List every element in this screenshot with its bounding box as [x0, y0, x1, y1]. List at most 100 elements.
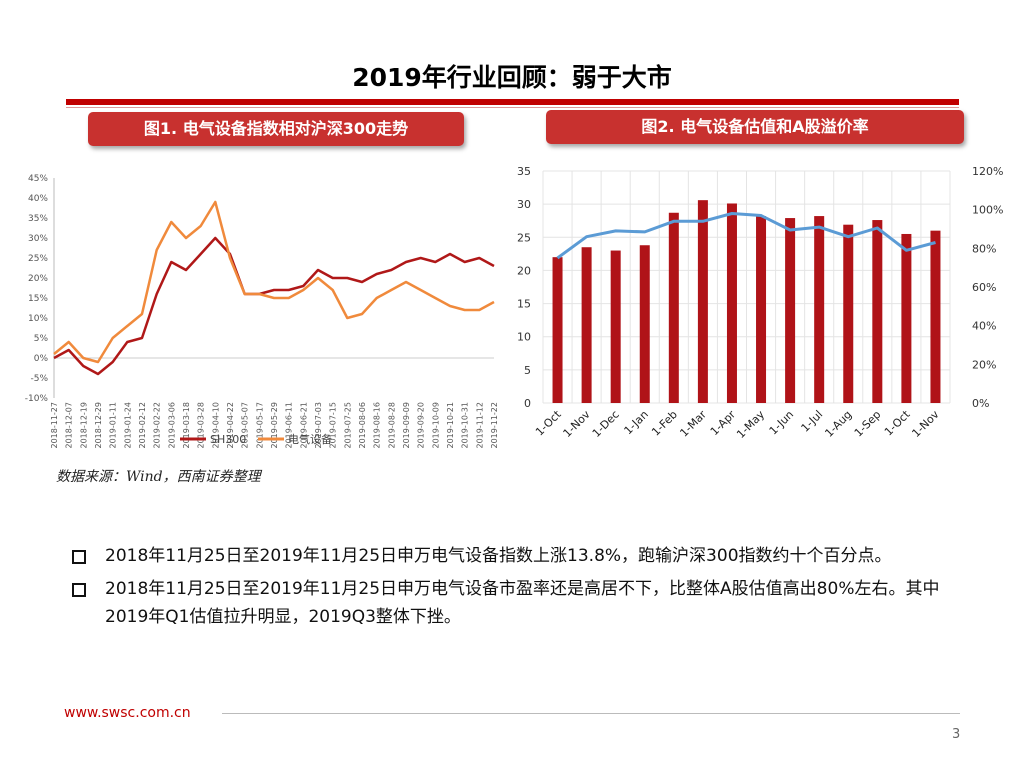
- y-right-tick-label: 40%: [972, 320, 996, 333]
- x-tick-label: 2019-07-15: [329, 402, 338, 449]
- bullet-item: 2018年11月25日至2019年11月25日申万电气设备市盈率还是高居不下，比…: [72, 575, 972, 631]
- x-tick-label: 2019-05-07: [241, 402, 250, 449]
- y-right-tick-label: 80%: [972, 242, 996, 255]
- x-tick-label: 2019-08-28: [387, 402, 396, 449]
- pe-bar: [726, 203, 737, 403]
- x-tick-label: 2018-11-27: [50, 402, 59, 449]
- fig2-header: 图2. 电气设备估值和A股溢价率: [546, 110, 964, 144]
- pe-bar: [872, 220, 883, 403]
- y-right-tick-label: 20%: [972, 358, 996, 371]
- x-tick-label: 2019-06-11: [285, 402, 294, 449]
- x-tick-label: 2018-12-29: [94, 402, 103, 449]
- y-right-tick-label: 60%: [972, 281, 996, 294]
- y-left-tick-label: 25: [517, 231, 531, 244]
- data-source-note: 数据来源：Wind，西南证券整理: [56, 469, 261, 485]
- pe-bar: [639, 245, 650, 403]
- y-tick-label: 25%: [28, 254, 48, 264]
- bullet-list: 2018年11月25日至2019年11月25日申万电气设备指数上涨13.8%，跑…: [72, 542, 972, 636]
- y-tick-label: -10%: [25, 394, 49, 404]
- x-tick-label: 2019-07-25: [343, 402, 352, 449]
- y-tick-label: 45%: [28, 174, 48, 184]
- title-rule: [66, 99, 959, 105]
- y-right-tick-label: 0%: [972, 397, 989, 410]
- slide-title: 2019年行业回顾：弱于大市: [352, 63, 672, 92]
- x-tick-label: 2019-02-22: [153, 402, 162, 449]
- y-left-tick-label: 35: [517, 165, 531, 178]
- pe-bar: [552, 257, 563, 403]
- x-tick-label: 2019-11-22: [490, 402, 499, 449]
- y-tick-label: 40%: [28, 194, 48, 204]
- x-tick-label: 2018-12-19: [79, 402, 88, 449]
- y-left-tick-label: 5: [524, 364, 531, 377]
- y-tick-label: 0%: [34, 354, 49, 364]
- valuation-premium-chart: 35 30 25 20 15 10 5 0 120% 100% 80% 60% 40% 20% 0% 1-Oc…: [517, 165, 1003, 441]
- pe-bar: [610, 250, 621, 403]
- pe-bar: [756, 216, 767, 403]
- x-tick-label: 1-Dec: [590, 408, 622, 440]
- x-tick-label: 1-Jun: [767, 408, 797, 438]
- x-tick-label: 2019-02-12: [138, 402, 147, 449]
- x-tick-label: 1-Nov: [561, 408, 593, 440]
- y-tick-label: 30%: [28, 234, 48, 244]
- x-tick-label: 1-Mar: [677, 408, 709, 440]
- legend-label: SH300: [210, 433, 246, 446]
- x-tick-label: 2019-01-11: [109, 402, 118, 449]
- x-tick-label: 2019-04-10: [211, 402, 220, 449]
- y-tick-label: -5%: [30, 374, 48, 384]
- pe-bar: [697, 200, 708, 403]
- pe-bar: [843, 224, 854, 403]
- y-tick-label: 20%: [28, 274, 48, 284]
- y-left-tick-label: 20: [517, 264, 531, 277]
- y-left-tick-label: 10: [517, 331, 531, 344]
- y-tick-label: 35%: [28, 214, 48, 224]
- pe-bar: [930, 230, 941, 403]
- x-tick-label: 2019-03-06: [167, 402, 176, 449]
- square-bullet-icon: [72, 583, 86, 597]
- bullet-text: 2018年11月25日至2019年11月25日申万电气设备市盈率还是高居不下，比…: [105, 579, 940, 627]
- fig1-header: 图1. 电气设备指数相对沪深300走势: [88, 112, 464, 146]
- y-tick-label: 10%: [28, 314, 48, 324]
- x-tick-label: 2019-05-29: [270, 402, 279, 449]
- x-tick-label: 1-May: [734, 408, 767, 441]
- x-tick-label: 2019-10-09: [431, 402, 440, 449]
- x-tick-label: 2019-04-22: [226, 402, 235, 449]
- y-right-tick-label: 100%: [972, 204, 1003, 217]
- pe-bar: [668, 212, 679, 403]
- x-tick-label: 1-Sep: [852, 408, 884, 440]
- x-tick-label: 2019-08-16: [373, 402, 382, 449]
- x-tick-label: 1-Oct: [882, 407, 913, 438]
- bullet-item: 2018年11月25日至2019年11月25日申万电气设备指数上涨13.8%，跑…: [72, 542, 972, 570]
- x-tick-label: 2019-11-12: [475, 402, 484, 449]
- premium-line: [556, 212, 936, 260]
- pe-bar: [785, 218, 796, 403]
- y-right-tick-label: 120%: [972, 165, 1003, 178]
- x-tick-label: 2019-06-21: [299, 402, 308, 449]
- x-tick-label: 1-Aug: [822, 408, 854, 440]
- legend-label: 电气设备: [288, 432, 332, 446]
- y-tick-label: 5%: [34, 334, 49, 344]
- footer-rule: [222, 713, 960, 714]
- pe-bar: [581, 247, 592, 403]
- page-number: 3: [952, 727, 961, 742]
- x-tick-label: 2019-09-09: [402, 402, 411, 449]
- series-line-elec: [53, 200, 495, 364]
- y-left-tick-label: 0: [524, 397, 531, 410]
- x-tick-label: 2019-01-24: [123, 402, 132, 449]
- bullet-text: 2018年11月25日至2019年11月25日申万电气设备指数上涨13.8%，跑…: [105, 546, 892, 566]
- x-tick-label: 1-Nov: [909, 408, 941, 440]
- y-tick-label: 15%: [28, 294, 48, 304]
- series-line-sh300: [53, 236, 495, 376]
- pe-bar: [814, 216, 825, 403]
- x-tick-label: 2019-08-06: [358, 402, 367, 449]
- x-tick-label: 2019-03-28: [197, 402, 206, 449]
- x-tick-label: 2019-05-17: [255, 402, 264, 449]
- x-tick-label: 2019-10-21: [446, 402, 455, 449]
- relative-trend-chart: 45%40%35%30%25%20%15%10%5%0%-5%-10%2018-…: [25, 174, 499, 449]
- footer-url[interactable]: www.swsc.com.cn: [64, 705, 191, 721]
- x-tick-label: 1-Apr: [708, 408, 739, 439]
- pe-bar: [901, 233, 912, 403]
- y-left-tick-label: 30: [517, 198, 531, 211]
- y-left-tick-label: 15: [517, 298, 531, 311]
- x-tick-label: 1-Oct: [533, 407, 564, 438]
- x-tick-label: 2018-12-07: [65, 402, 74, 449]
